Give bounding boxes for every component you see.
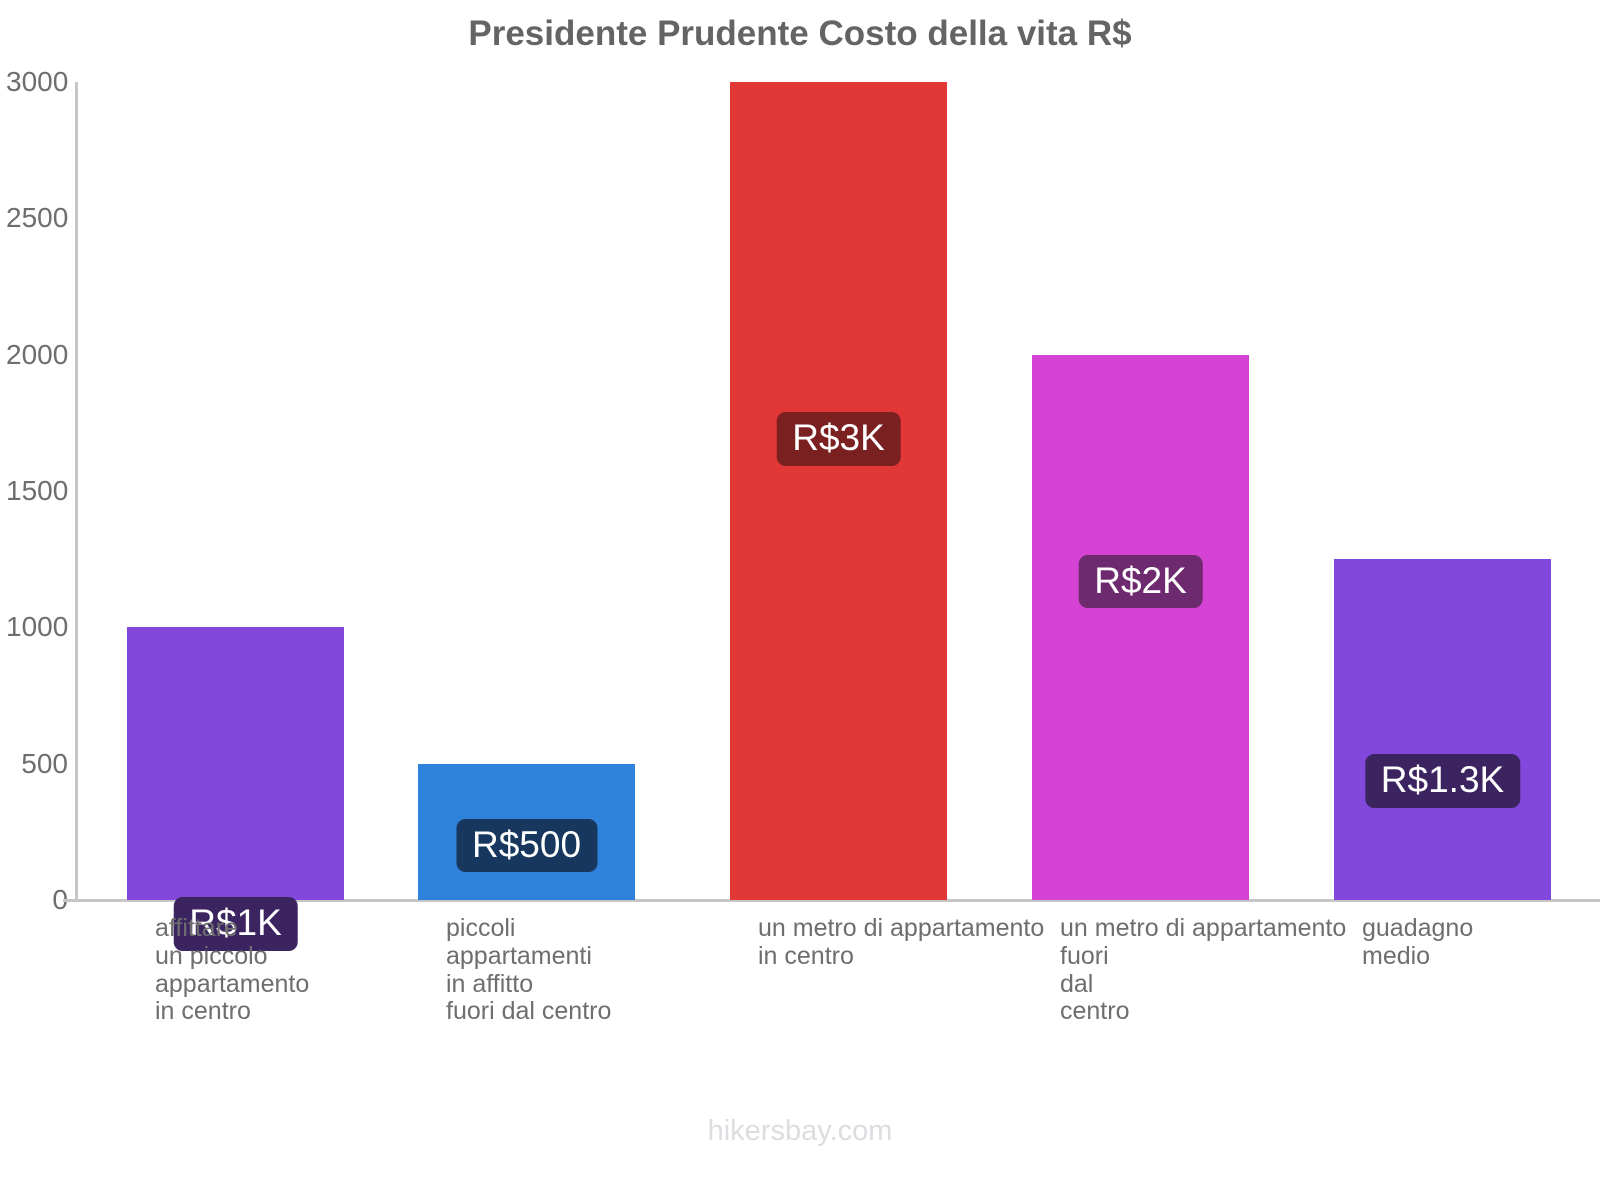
x-category-label: un metro di appartamento fuori dal centr…	[1060, 914, 1347, 1026]
y-tick-label: 0	[52, 884, 68, 915]
x-category-label: guadagno medio	[1362, 914, 1474, 970]
footer-brand: hikersbay.com	[707, 1115, 893, 1147]
y-tick-label: 3000	[6, 66, 69, 97]
bar[interactable]: R$2K	[1032, 354, 1249, 900]
bar[interactable]: R$1K	[127, 627, 344, 952]
x-category-label: affittare un piccolo appartamento in cen…	[155, 914, 310, 1026]
x-axis-baseline	[63, 899, 1600, 902]
bar-value-label: R$2K	[1078, 554, 1203, 609]
bar[interactable]: R$3K	[730, 82, 947, 900]
bars-layer: R$1K R$500 R$3K R$2K R$1.3K	[0, 82, 1600, 952]
x-category-label: un metro di appartamento in centro	[758, 914, 1045, 970]
bar-value-label: R$3K	[776, 412, 901, 466]
y-tick-label: 1000	[6, 611, 69, 643]
y-tick-label: 2500	[6, 202, 69, 234]
bar[interactable]: R$500	[418, 763, 635, 900]
y-axis-tick-labels: 0 500 1000 1500 2000 2500 3000	[0, 0, 68, 1200]
x-axis-category-labels: affittare un piccolo appartamento in cen…	[0, 914, 1600, 1095]
x-category-label: piccoli appartamenti in affitto fuori da…	[446, 914, 612, 1026]
bar-value-label: R$1.3K	[1364, 754, 1521, 808]
y-axis-line	[75, 82, 78, 900]
chart-title: Presidente Prudente Costo della vita R$	[468, 14, 1132, 53]
y-tick-label: 500	[21, 747, 68, 779]
bar-value-label: R$500	[455, 818, 598, 873]
y-tick-label: 1500	[6, 475, 69, 506]
bar-value-label: R$1K	[173, 897, 298, 952]
bar[interactable]: R$1.3K	[1334, 559, 1551, 900]
y-tick-label: 2000	[6, 338, 69, 370]
